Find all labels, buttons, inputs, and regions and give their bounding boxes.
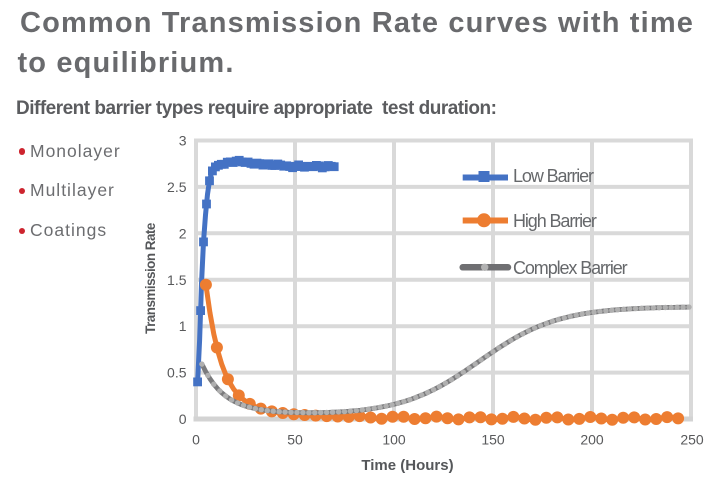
svg-text:2.5: 2.5 <box>167 179 187 195</box>
svg-text:1: 1 <box>179 318 187 334</box>
svg-text:150: 150 <box>481 432 505 448</box>
svg-text:0.5: 0.5 <box>167 365 187 381</box>
svg-text:1.5: 1.5 <box>167 272 187 288</box>
svg-text:0: 0 <box>179 411 187 427</box>
svg-text:Time (Hours): Time (Hours) <box>361 457 453 474</box>
svg-text:100: 100 <box>382 432 406 448</box>
svg-text:250: 250 <box>680 432 704 448</box>
svg-text:2: 2 <box>179 225 187 241</box>
svg-text:50: 50 <box>287 432 303 448</box>
svg-text:0: 0 <box>192 432 200 448</box>
svg-text:200: 200 <box>580 432 604 448</box>
svg-text:3: 3 <box>179 133 187 149</box>
svg-text:Transmission Rate: Transmission Rate <box>143 222 158 334</box>
